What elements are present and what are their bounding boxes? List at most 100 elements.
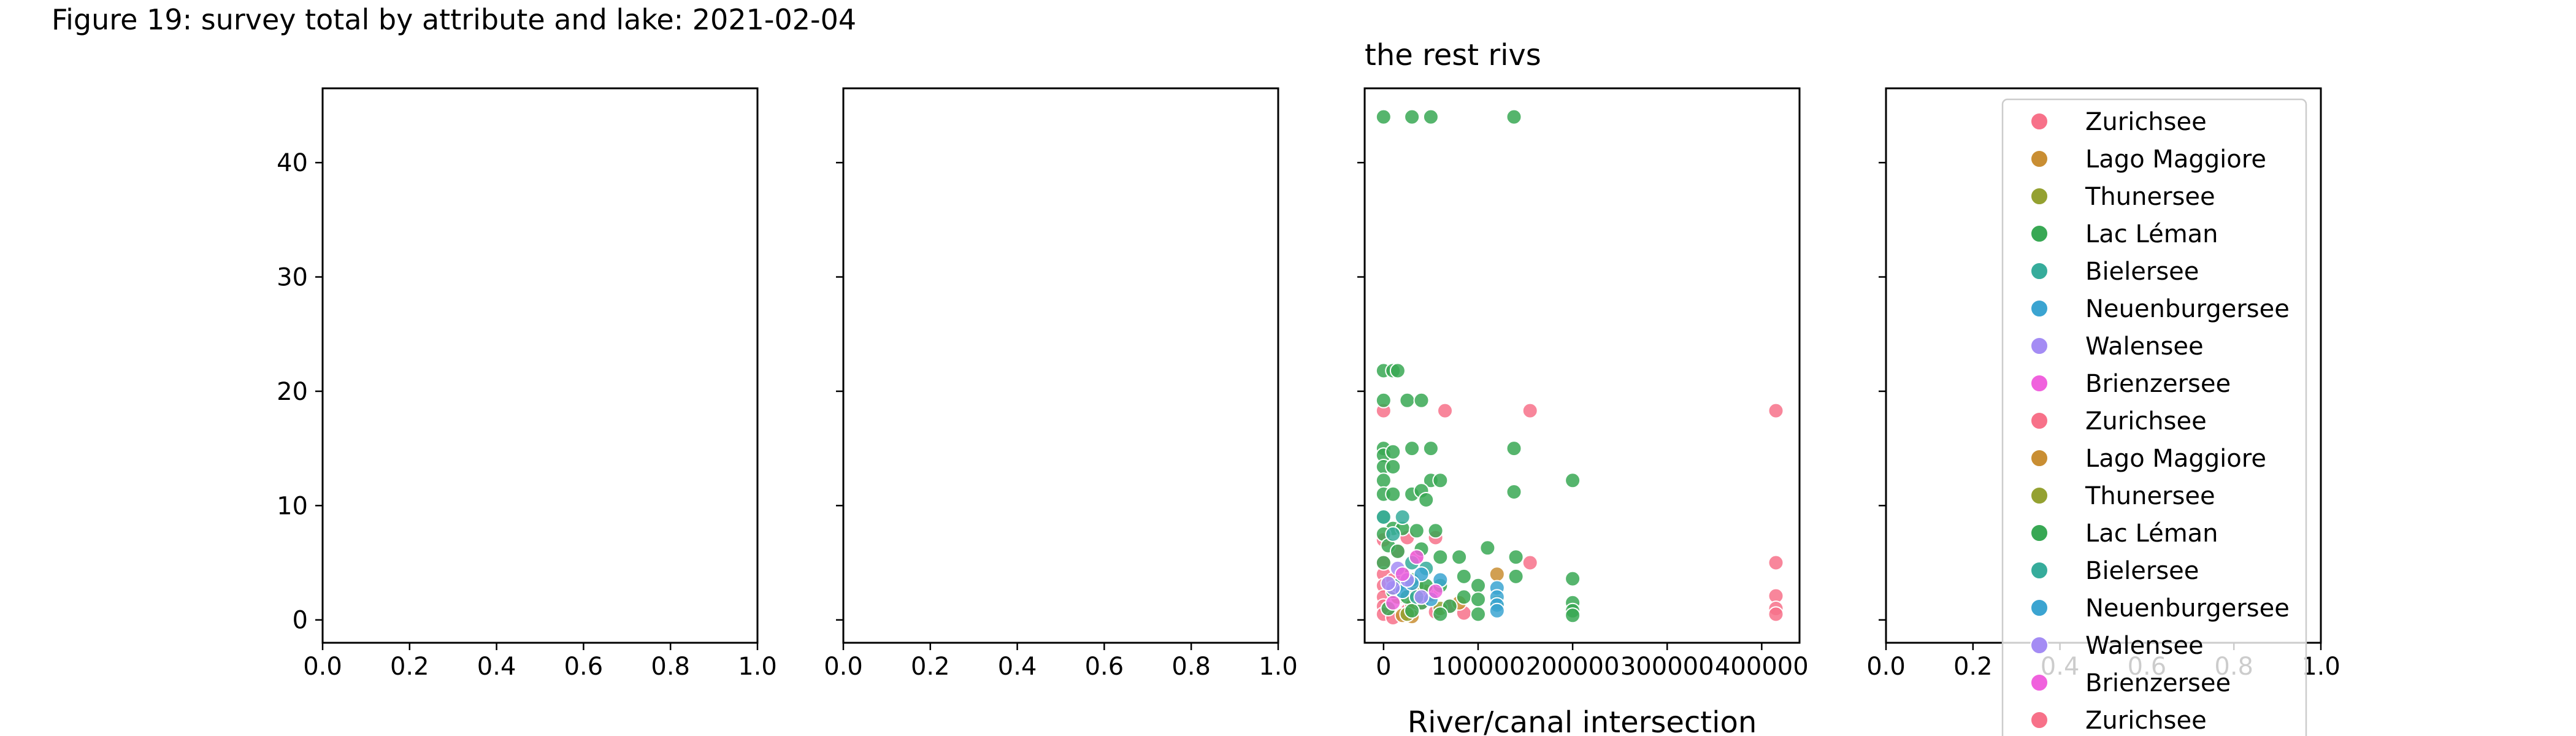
data-point [1413, 589, 1430, 605]
data-point [1394, 566, 1411, 583]
legend-entry: Neuenburgersee [2030, 594, 2290, 623]
data-point [1408, 523, 1425, 539]
legend-entry: Lago Maggiore [2030, 445, 2266, 473]
data-point [1427, 583, 1444, 600]
data-point [1508, 568, 1524, 585]
data-point [1385, 459, 1401, 475]
data-point [1399, 392, 1416, 408]
legend-label: Lago Maggiore [2085, 445, 2266, 473]
series-brienzersee [1385, 549, 1444, 611]
legend-label: Brienzersee [2085, 370, 2231, 398]
data-point [1404, 440, 1420, 457]
data-point [1506, 109, 1522, 125]
legend-label: Walensee [2085, 332, 2204, 361]
legend-marker [2030, 711, 2049, 729]
data-point [1506, 440, 1522, 457]
data-point [1522, 402, 1538, 419]
legend-entry: Walensee [2030, 632, 2204, 660]
legend-entry: Brienzersee [2030, 370, 2231, 398]
legend-label: Zurichsee [2085, 407, 2207, 435]
x-tick-label: 0.8 [1171, 653, 1211, 681]
data-point [1389, 362, 1406, 379]
legend-marker [2030, 187, 2049, 205]
axes-frame [321, 87, 759, 644]
data-point [1768, 402, 1784, 419]
panel-title: the rest rivs [1365, 38, 1541, 72]
x-tick-label: 0 [1376, 653, 1391, 681]
legend-marker [2030, 486, 2049, 505]
data-point [1375, 554, 1392, 571]
data-point [1432, 549, 1449, 565]
y-tick-label: 10 [277, 492, 308, 520]
legend-label: Lac Léman [2085, 519, 2218, 548]
x-tick-label: 0.4 [998, 653, 1037, 681]
legend-label: Thunersee [2085, 183, 2215, 211]
legend-marker [2030, 374, 2049, 393]
legend-marker [2030, 636, 2049, 654]
data-point [1385, 443, 1401, 460]
legend-label: Bielersee [2085, 557, 2199, 585]
legend-label: Lac Léman [2085, 220, 2218, 248]
x-tick-label: 300000 [1620, 653, 1714, 681]
data-point [1489, 566, 1505, 583]
legend-entry: Thunersee [2030, 482, 2215, 510]
panel-2: 0.0 0.2 0.4 0.6 0.8 1.0 [824, 87, 1298, 681]
y-tick-label: 20 [277, 378, 308, 406]
figure-suptitle: Figure 19: survey total by attribute and… [52, 3, 856, 36]
data-point [1768, 554, 1784, 571]
legend-label: Zurichsee [2085, 707, 2207, 735]
data-point [1565, 472, 1581, 489]
legend-entry: Brienzersee [2030, 669, 2231, 697]
legend-label: Zurichsee [2085, 108, 2207, 136]
data-point [1506, 484, 1522, 500]
data-point [1470, 577, 1486, 594]
x-tick-label: 0.2 [911, 653, 950, 681]
x-axis-label: River/canal intersection [1408, 705, 1757, 736]
data-point [1455, 589, 1472, 605]
x-tick-label: 1.0 [738, 653, 777, 681]
legend-marker [2030, 337, 2049, 355]
axes-frame [842, 87, 1279, 644]
data-point [1427, 523, 1444, 539]
legend-marker [2030, 150, 2049, 168]
data-point [1385, 526, 1401, 542]
panel-3: 0 100000 200000 300000 400000 the rest rivs Ri… [1357, 38, 1809, 736]
legend-entry: Lago Maggiore [2030, 145, 2266, 174]
data-point [1565, 607, 1581, 624]
data-point [1470, 591, 1486, 608]
legend-entry: Neuenburgersee [2030, 295, 2290, 323]
legend-marker [2030, 599, 2049, 617]
data-point [1385, 594, 1401, 611]
legend-marker [2030, 262, 2049, 280]
data-point [1470, 606, 1486, 623]
data-point [1565, 570, 1581, 587]
data-point [1422, 440, 1439, 457]
legend-marker [2030, 112, 2049, 131]
legend-label: Brienzersee [2085, 669, 2231, 697]
data-point [1375, 472, 1392, 489]
legend-label: Lago Maggiore [2085, 145, 2266, 174]
data-point [1437, 402, 1453, 419]
data-point [1394, 509, 1411, 525]
legend-label: Neuenburgersee [2085, 295, 2290, 323]
x-tick-label: 0.0 [1866, 653, 1906, 681]
x-tick-label: 100000 [1432, 653, 1525, 681]
legend-marker [2030, 561, 2049, 580]
x-tick-label: 0.6 [1085, 653, 1124, 681]
data-point [1479, 540, 1496, 556]
data-point [1404, 109, 1420, 125]
data-point [1385, 486, 1401, 502]
data-point [1455, 568, 1472, 585]
legend-entry: Thunersee [2030, 183, 2215, 211]
data-point [1508, 549, 1524, 565]
panel-1: 0.0 0.2 0.4 0.6 0.8 1.0 0 10 20 30 40 [277, 87, 777, 681]
legend-entry: Walensee [2030, 332, 2204, 361]
legend-label: Bielersee [2085, 258, 2199, 286]
legend-label: Neuenburgersee [2085, 594, 2290, 623]
axes-frame [1363, 87, 1801, 644]
data-point [1375, 509, 1392, 525]
legend-entry: Bielersee [2030, 557, 2199, 585]
x-tick-label: 0.6 [564, 653, 604, 681]
